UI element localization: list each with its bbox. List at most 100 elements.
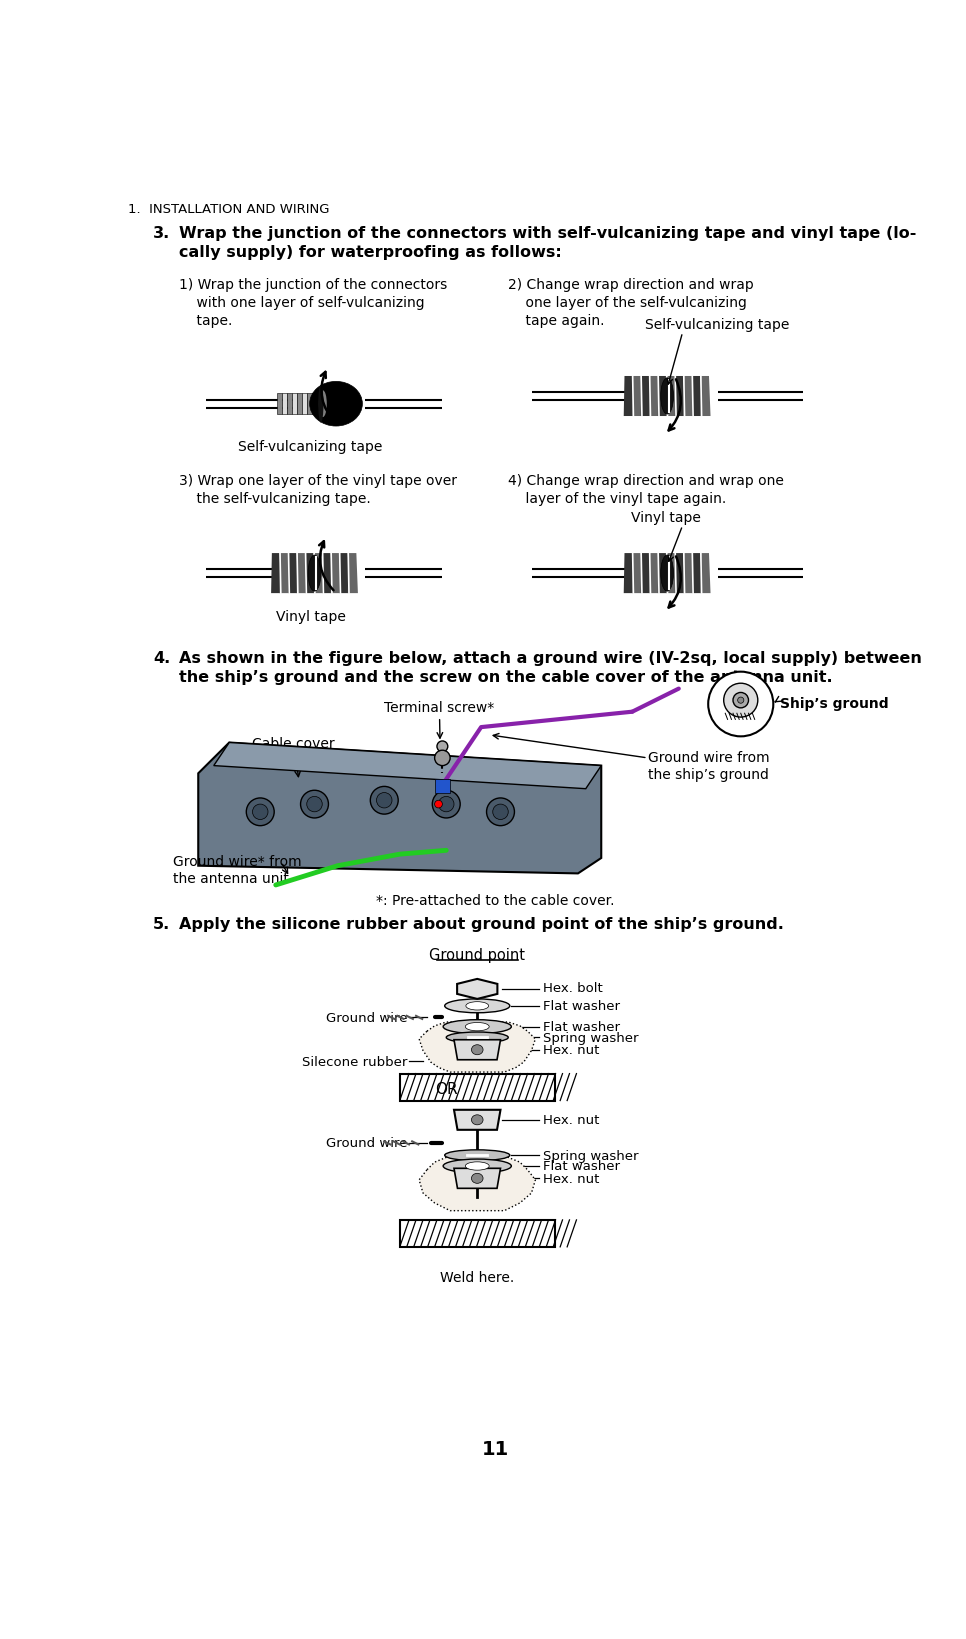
Circle shape [377,793,392,808]
Text: As shown in the figure below, attach a ground wire (IV-2sq, local supply) betwee: As shown in the figure below, attach a g… [179,651,922,685]
Text: Self-vulcanizing tape: Self-vulcanizing tape [239,439,383,454]
Text: Flat washer: Flat washer [543,1021,620,1034]
Polygon shape [692,377,702,416]
Ellipse shape [319,392,327,418]
Bar [281,393,287,415]
Ellipse shape [466,1001,489,1010]
Bar [292,393,297,415]
Text: Ground wire* from
the antenna unit: Ground wire* from the antenna unit [174,854,302,887]
Text: 1) Wrap the junction of the connectors
    with one layer of self-vulcanizing
  : 1) Wrap the junction of the connectors w… [179,277,447,328]
Text: 4) Change wrap direction and wrap one
    layer of the vinyl tape again.: 4) Change wrap direction and wrap one la… [508,474,784,506]
Polygon shape [457,978,497,1000]
Polygon shape [640,554,651,593]
Text: 3.: 3. [154,226,171,241]
Circle shape [435,751,450,765]
Ellipse shape [308,556,321,592]
Text: Cable cover: Cable cover [252,738,335,777]
Text: Hex. bolt: Hex. bolt [543,982,603,995]
Circle shape [487,798,515,826]
Polygon shape [640,377,651,416]
Circle shape [307,797,323,813]
Text: Apply the silicone rubber about ground point of the ship’s ground.: Apply the silicone rubber about ground p… [179,916,783,931]
Text: OR: OR [435,1082,457,1096]
Text: 4.: 4. [154,651,171,665]
Ellipse shape [446,1033,508,1042]
Bar [276,393,281,415]
Text: Self-vulcanizing tape: Self-vulcanizing tape [644,318,789,331]
Polygon shape [683,377,694,416]
Polygon shape [454,1169,500,1188]
Ellipse shape [471,1115,483,1124]
Circle shape [708,672,774,738]
Bar [297,393,301,415]
Circle shape [300,790,328,818]
Polygon shape [279,554,290,593]
Polygon shape [323,554,332,593]
Circle shape [493,805,508,820]
Bar [307,393,312,415]
Text: Ship’s ground: Ship’s ground [780,697,888,711]
Polygon shape [198,742,601,874]
Polygon shape [658,554,668,593]
Polygon shape [633,554,642,593]
Ellipse shape [310,382,362,426]
Text: Ground wire: Ground wire [326,1011,408,1024]
Circle shape [724,683,757,718]
Bar [435,779,450,793]
Text: 5.: 5. [154,916,171,931]
Polygon shape [649,554,660,593]
Polygon shape [675,554,685,593]
Circle shape [435,801,442,808]
Bar [287,393,292,415]
Circle shape [733,693,749,708]
Bar [400,1074,554,1101]
Text: Spring washer: Spring washer [543,1149,639,1162]
Text: Flat washer: Flat washer [543,1160,620,1174]
Text: 11: 11 [481,1439,509,1459]
Text: Hex. nut: Hex. nut [543,1113,600,1126]
Polygon shape [330,554,341,593]
Bar [312,393,317,415]
Polygon shape [454,1110,500,1131]
Polygon shape [692,554,702,593]
Ellipse shape [444,1000,510,1013]
Ellipse shape [466,1162,489,1170]
Circle shape [433,790,460,818]
Circle shape [252,805,268,820]
Text: 2) Change wrap direction and wrap
    one layer of the self-vulcanizing
    tape: 2) Change wrap direction and wrap one la… [508,277,754,328]
Text: Hex. nut: Hex. nut [543,1172,600,1185]
Polygon shape [700,554,711,593]
Polygon shape [649,377,660,416]
Polygon shape [667,377,676,416]
Polygon shape [271,554,281,593]
Text: Silecone rubber: Silecone rubber [302,1056,408,1069]
Text: Vinyl tape: Vinyl tape [275,610,346,623]
Polygon shape [624,377,634,416]
Text: *: Pre-attached to the cable cover.: *: Pre-attached to the cable cover. [376,893,614,906]
Text: 1.  INSTALLATION AND WIRING: 1. INSTALLATION AND WIRING [128,203,330,216]
Circle shape [437,741,448,752]
Polygon shape [339,554,350,593]
Circle shape [246,798,274,826]
Ellipse shape [661,556,673,592]
Ellipse shape [466,1023,489,1031]
Text: Weld here.: Weld here. [440,1270,514,1285]
Ellipse shape [443,1159,511,1174]
Polygon shape [667,554,676,593]
Polygon shape [297,554,307,593]
Polygon shape [700,377,711,416]
Polygon shape [675,377,685,416]
Text: Spring washer: Spring washer [543,1031,639,1044]
Polygon shape [633,377,642,416]
Polygon shape [658,377,668,416]
Polygon shape [454,1041,500,1060]
Circle shape [439,797,454,813]
Text: Vinyl tape: Vinyl tape [631,511,700,524]
Text: Ground wire from
the ship’s ground: Ground wire from the ship’s ground [648,751,769,782]
Text: 3) Wrap one layer of the vinyl tape over
    the self-vulcanizing tape.: 3) Wrap one layer of the vinyl tape over… [179,474,457,506]
Polygon shape [305,554,315,593]
Text: Wrap the junction of the connectors with self-vulcanizing tape and vinyl tape (l: Wrap the junction of the connectors with… [179,226,916,261]
Ellipse shape [318,385,324,423]
Circle shape [738,698,744,703]
Text: Ground point: Ground point [429,947,526,962]
